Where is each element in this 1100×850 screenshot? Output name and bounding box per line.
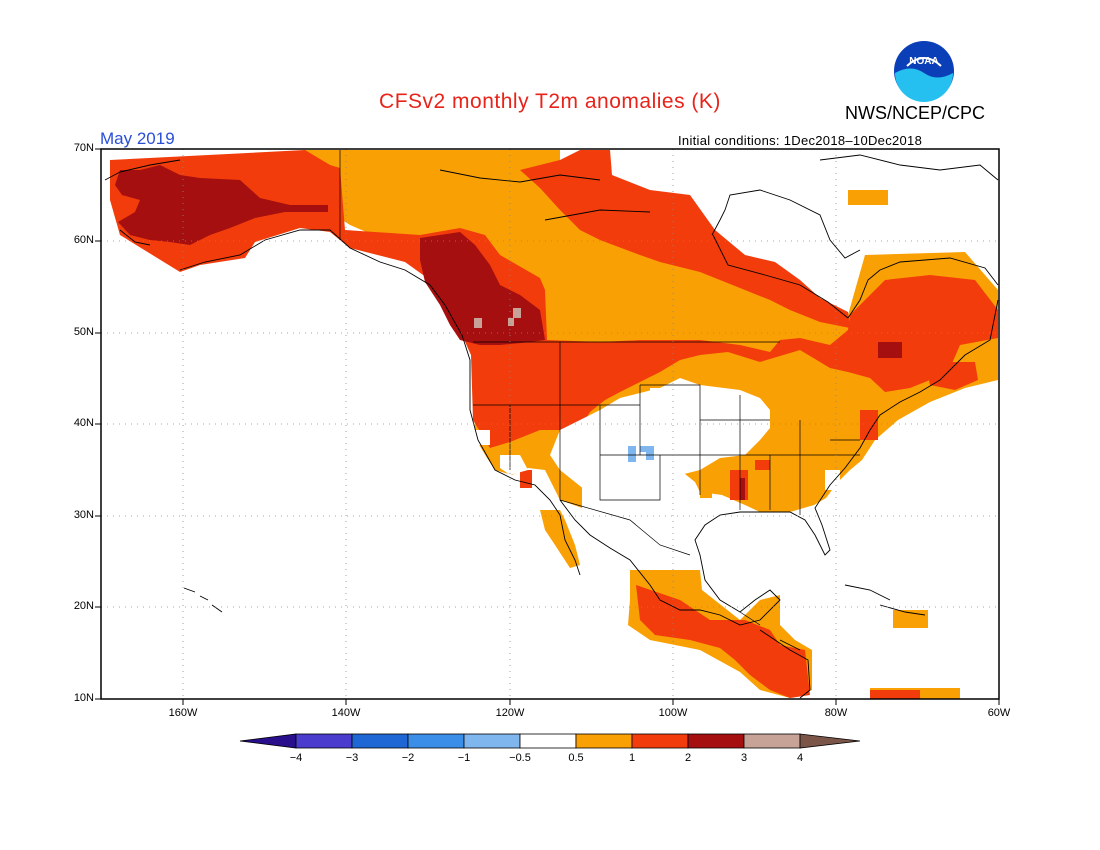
axis-ticks — [95, 148, 1000, 705]
lon-label: 60W — [987, 707, 1011, 719]
colorbar-label: 4 — [796, 752, 804, 764]
colorbar-swatch — [575, 733, 633, 749]
political-borders — [339, 150, 860, 651]
lat-label: 30N — [73, 509, 94, 521]
colorbar-swatch — [743, 733, 801, 749]
colorbar-arrow-left — [239, 733, 297, 749]
colorbar-label: −4 — [289, 752, 303, 764]
colorbar-arrow-right — [799, 733, 861, 749]
colorbar-label: 0.5 — [568, 752, 584, 764]
lon-label: 80W — [824, 707, 848, 719]
lat-label: 10N — [73, 692, 94, 704]
lat-label: 20N — [73, 600, 94, 612]
colorbar-swatch — [631, 733, 689, 749]
colorbar-label: −0.5 — [509, 752, 531, 764]
lon-label: 100W — [658, 707, 688, 719]
noaa-logo-text: NOAA — [909, 56, 938, 67]
colorbar-label: −2 — [401, 752, 415, 764]
colorbar-label: 3 — [740, 752, 748, 764]
colorbar-swatch — [463, 733, 521, 749]
lat-label: 40N — [73, 417, 94, 429]
colorbar-swatch — [351, 733, 409, 749]
anomaly-1-2 — [110, 150, 998, 699]
lon-label: 140W — [331, 707, 361, 719]
chart-title: CFSv2 monthly T2m anomalies (K) — [379, 90, 721, 113]
initial-conditions-label: Initial conditions: 1Dec2018–10Dec2018 — [678, 133, 923, 148]
lon-label: 160W — [168, 707, 198, 719]
lat-label: 60N — [73, 234, 94, 246]
lon-label: 120W — [495, 707, 525, 719]
colorbar-label: 1 — [628, 752, 636, 764]
colorbar-swatch — [687, 733, 745, 749]
colorbar-label: 2 — [684, 752, 692, 764]
colorbar-label: −1 — [457, 752, 471, 764]
colorbar-swatch — [519, 733, 577, 749]
colorbar — [239, 733, 861, 749]
colorbar-swatch — [295, 733, 353, 749]
anomaly-neutral — [470, 378, 840, 505]
colorbar-swatch — [407, 733, 465, 749]
month-label: May 2019 — [100, 129, 175, 148]
noaa-logo-icon: NOAA — [894, 41, 954, 102]
coastlines — [104, 154, 999, 699]
lat-label: 70N — [73, 142, 94, 154]
anomaly-negative — [628, 446, 654, 462]
agency-label: NWS/NCEP/CPC — [845, 103, 986, 123]
lat-label: 50N — [73, 326, 94, 338]
anomaly-3-4 — [474, 308, 521, 328]
colorbar-label: −3 — [345, 752, 359, 764]
